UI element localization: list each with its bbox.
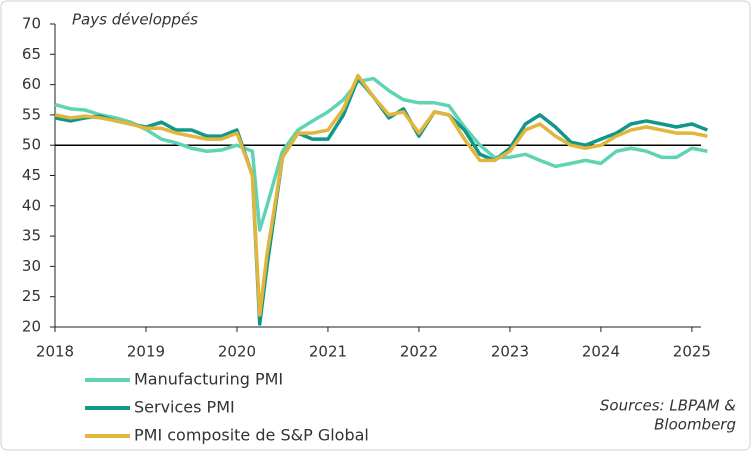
series-line <box>54 73 708 317</box>
y-tick-label: 25 <box>22 287 41 305</box>
y-tick-label: 20 <box>22 318 41 336</box>
x-tick-label: 2019 <box>127 343 165 361</box>
y-tick-label: 70 <box>22 15 41 33</box>
chart-subtitle: Pays développés <box>72 11 198 29</box>
legend-label: Manufacturing PMI <box>134 370 283 389</box>
x-tick-label: 2024 <box>582 343 620 361</box>
series-line <box>54 76 708 232</box>
y-tick-label: 55 <box>22 105 41 123</box>
source: Sources: LBPAM & <box>600 397 736 415</box>
y-tick-label: 35 <box>22 227 41 245</box>
x-tick-label: 2020 <box>218 343 256 361</box>
x-tick-label: 2021 <box>309 343 347 361</box>
source: Bloomberg <box>654 416 736 434</box>
x-tick-label: 2022 <box>400 343 438 361</box>
legend-label: PMI composite de S&P Global <box>134 426 369 445</box>
y-tick-label: 60 <box>22 75 41 93</box>
x-tick-label: 2018 <box>36 343 74 361</box>
y-tick-label: 40 <box>22 196 41 214</box>
y-tick-label: 65 <box>22 45 41 63</box>
y-tick-label: 30 <box>22 257 41 275</box>
y-tick-label: 45 <box>22 166 41 184</box>
y-tick-label: 50 <box>22 136 41 154</box>
x-tick-label: 2023 <box>491 343 529 361</box>
x-tick-label: 2025 <box>673 343 711 361</box>
legend-label: Services PMI <box>134 398 235 417</box>
